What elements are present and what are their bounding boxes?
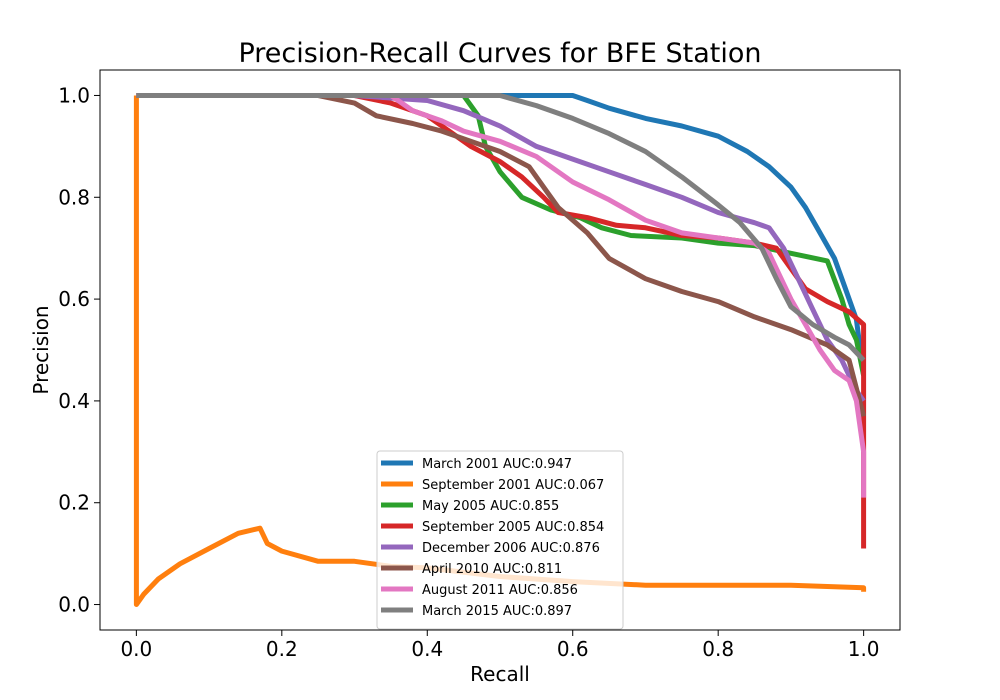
legend: March 2001 AUC:0.947 September 2001 AUC:0… [376,450,624,630]
series-line-1 [133,95,867,607]
x-tick-label: 1.0 [848,637,880,661]
legend-label-2: May 2005 AUC:0.855 [422,499,559,514]
series-line-3 [136,93,867,549]
y-tick-label: 0.6 [58,287,90,311]
ticks-layer: 0.0 0.2 0.4 0.6 0.8 1.0 0.0 0.2 0.4 0.6 0.8 1.0 [58,83,879,661]
legend-label-7: March 2015 AUC:0.897 [422,604,572,619]
y-tick-label: 0.8 [58,185,90,209]
legend-box [376,450,624,630]
legend-label-4: December 2006 AUC:0.876 [422,541,600,556]
legend-label-3: September 2005 AUC:0.854 [422,520,604,535]
x-tick-label: 0.0 [120,637,152,661]
legend-label-1: September 2001 AUC:0.067 [422,478,604,493]
x-tick-label: 0.6 [557,637,589,661]
series-line-0 [136,93,867,376]
series-line-4 [136,93,866,403]
x-axis-label: Recall [470,662,530,686]
x-tick-label: 0.4 [411,637,443,661]
chart-title: Precision-Recall Curves for BFE Station [238,38,761,69]
series-line-7 [136,93,866,362]
plot-frame [99,69,901,631]
y-tick-label: 0.0 [58,593,90,617]
y-tick-label: 0.4 [58,389,90,413]
series-line-2 [136,93,867,376]
series-layer [133,93,867,607]
legend-label-6: August 2011 AUC:0.856 [422,583,578,598]
series-line-6 [136,93,867,498]
x-tick-label: 0.8 [702,637,734,661]
series-line-5 [136,93,867,417]
legend-label-0: March 2001 AUC:0.947 [422,457,572,472]
x-tick-label: 0.2 [266,637,298,661]
y-tick-label: 1.0 [58,83,90,107]
y-tick-label: 0.2 [58,491,90,515]
y-axis-label: Precision [29,305,53,394]
legend-label-5: April 2010 AUC:0.811 [422,562,562,577]
